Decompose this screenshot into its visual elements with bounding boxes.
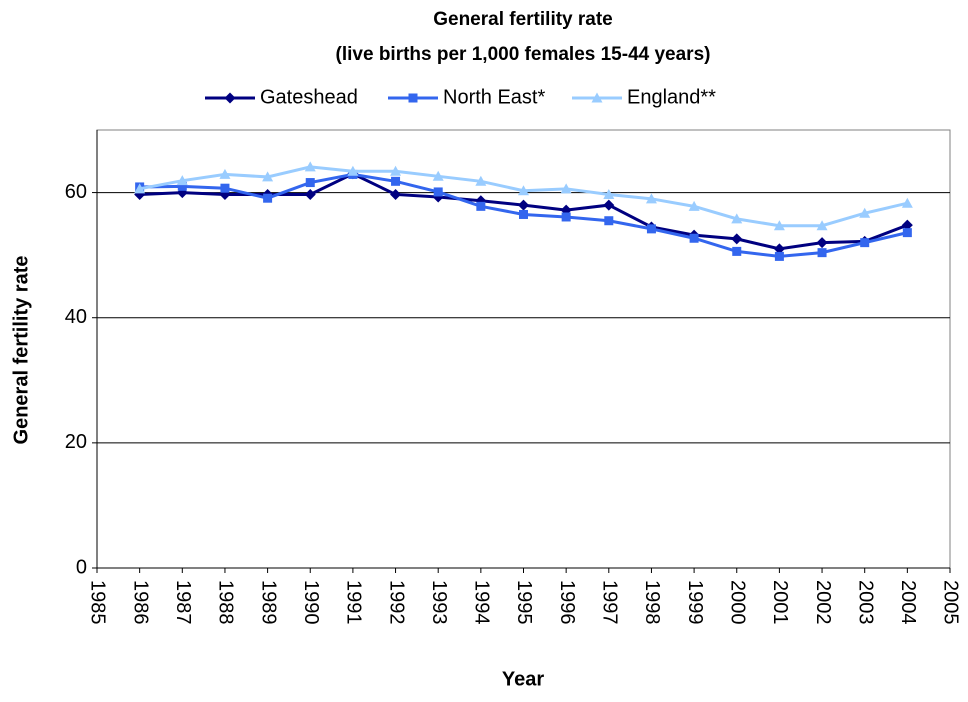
marker bbox=[689, 233, 699, 243]
legend-marker bbox=[408, 93, 418, 103]
chart-subtitle: (live births per 1,000 females 15-44 yea… bbox=[336, 44, 711, 65]
marker bbox=[603, 188, 615, 199]
marker bbox=[860, 238, 870, 248]
marker bbox=[859, 207, 871, 218]
marker bbox=[219, 168, 231, 179]
marker bbox=[220, 183, 230, 193]
x-tick-label: 1988 bbox=[215, 580, 237, 625]
x-tick-label: 1995 bbox=[513, 580, 535, 625]
marker bbox=[304, 188, 316, 200]
legend-marker bbox=[591, 92, 603, 103]
y-tick-label: 60 bbox=[65, 181, 87, 203]
x-tick-label: 1999 bbox=[684, 580, 706, 625]
marker bbox=[391, 176, 401, 186]
y-tick-label: 0 bbox=[76, 556, 87, 578]
marker bbox=[476, 201, 486, 211]
marker bbox=[432, 170, 444, 181]
legend-label: England** bbox=[627, 86, 716, 108]
marker bbox=[603, 199, 615, 211]
x-tick-label: 2005 bbox=[940, 580, 962, 625]
x-tick-label: 1986 bbox=[129, 580, 151, 625]
marker bbox=[561, 212, 571, 222]
x-tick-label: 1990 bbox=[300, 580, 322, 625]
marker bbox=[519, 209, 528, 219]
marker bbox=[816, 220, 828, 231]
marker bbox=[304, 161, 316, 172]
marker bbox=[773, 243, 785, 255]
marker bbox=[688, 200, 700, 211]
marker bbox=[262, 171, 274, 182]
marker bbox=[433, 187, 443, 197]
legend-label: North East* bbox=[443, 86, 545, 108]
legend-item: Gateshead bbox=[205, 86, 358, 108]
marker bbox=[604, 216, 614, 226]
x-axis-label: Year bbox=[502, 668, 544, 690]
legend-marker bbox=[224, 92, 236, 104]
marker bbox=[177, 181, 187, 191]
marker bbox=[901, 197, 913, 208]
y-tick-label: 20 bbox=[65, 431, 87, 453]
marker bbox=[731, 233, 743, 245]
chart-title: General fertility rate bbox=[433, 9, 613, 30]
marker bbox=[732, 246, 742, 256]
y-axis-label: General fertility rate bbox=[10, 256, 32, 445]
marker bbox=[902, 228, 912, 238]
x-tick-label: 1993 bbox=[428, 580, 450, 625]
x-tick-label: 1989 bbox=[257, 580, 279, 625]
x-tick-label: 2000 bbox=[726, 580, 748, 625]
marker bbox=[390, 188, 402, 200]
marker bbox=[646, 224, 656, 234]
marker bbox=[731, 213, 743, 224]
marker bbox=[773, 220, 785, 231]
x-tick-label: 1991 bbox=[343, 580, 365, 625]
marker bbox=[518, 199, 529, 211]
x-tick-label: 1985 bbox=[87, 580, 109, 625]
x-tick-label: 1998 bbox=[641, 580, 663, 625]
marker bbox=[817, 248, 827, 258]
x-tick-label: 2001 bbox=[769, 580, 791, 625]
marker bbox=[263, 193, 273, 203]
x-tick-label: 1996 bbox=[556, 580, 578, 625]
marker bbox=[816, 237, 828, 249]
marker bbox=[134, 183, 146, 194]
legend-item: England** bbox=[572, 86, 716, 108]
x-tick-label: 2004 bbox=[897, 580, 919, 625]
marker bbox=[475, 175, 487, 186]
marker bbox=[305, 178, 315, 188]
x-tick-label: 2003 bbox=[854, 580, 876, 625]
marker bbox=[176, 175, 188, 186]
legend-item: North East* bbox=[388, 86, 545, 108]
x-tick-label: 1992 bbox=[385, 580, 407, 625]
marker bbox=[560, 183, 572, 194]
x-tick-label: 1997 bbox=[599, 580, 621, 625]
x-tick-label: 1994 bbox=[471, 580, 493, 625]
marker bbox=[645, 193, 657, 204]
marker bbox=[347, 165, 359, 176]
legend-label: Gateshead bbox=[260, 86, 358, 108]
marker bbox=[518, 185, 529, 196]
x-tick-label: 1987 bbox=[172, 580, 194, 625]
marker bbox=[390, 165, 402, 176]
marker bbox=[774, 251, 784, 261]
marker bbox=[901, 219, 913, 231]
y-tick-label: 40 bbox=[65, 306, 87, 328]
x-tick-label: 2002 bbox=[812, 580, 834, 625]
